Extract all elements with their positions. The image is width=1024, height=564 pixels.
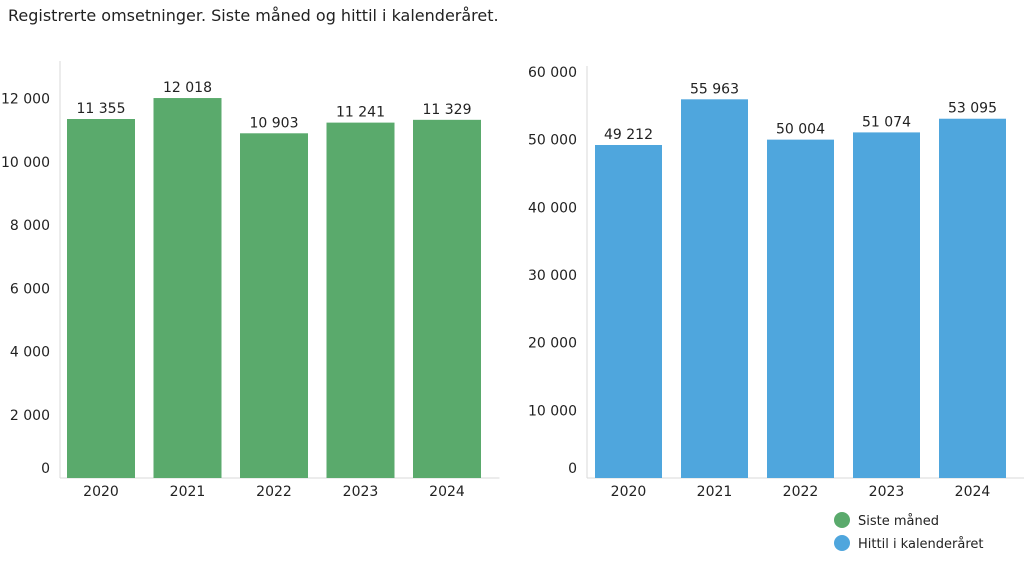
data-label: 50 004 (776, 122, 825, 138)
y-tick-label: 6 000 (10, 281, 50, 297)
x-tick-label: 2020 (83, 484, 119, 500)
bar (240, 133, 308, 478)
y-tick-label: 4 000 (10, 345, 50, 361)
data-label: 53 095 (948, 101, 997, 117)
x-tick-label: 2021 (697, 484, 733, 500)
legend-marker-icon (834, 535, 850, 551)
x-tick-label: 2020 (611, 484, 647, 500)
x-tick-label: 2023 (869, 484, 905, 500)
data-label: 12 018 (163, 80, 212, 96)
data-label: 10 903 (250, 115, 299, 131)
bar (595, 144, 662, 479)
bar (67, 119, 135, 478)
legend-label: Siste måned (858, 514, 939, 529)
legend: Siste måned Hittil i kalenderåret (834, 512, 984, 552)
legend-label: Hittil i kalenderåret (858, 537, 984, 552)
y-tick-label: 0 (41, 461, 50, 477)
y-tick-label: 2 000 (10, 408, 50, 424)
y-tick-label: 12 000 (1, 92, 50, 108)
data-label: 51 074 (862, 114, 911, 130)
y-tick-label: 10 000 (1, 155, 50, 171)
legend-marker-icon (834, 512, 850, 528)
bar (681, 99, 748, 479)
y-tick-label: 10 000 (528, 403, 577, 419)
data-label: 11 329 (423, 102, 472, 118)
y-tick-label: 40 000 (528, 200, 577, 216)
bar (413, 119, 481, 478)
bar (326, 122, 395, 479)
chart-panel-1: 0 2 000 4 000 6 000 8 000 10 000 12 000 11 355 2… (1, 61, 500, 500)
chart-panel-2: 0 10 000 20 000 30 000 40 000 50 000 60 000 49 … (528, 65, 1024, 500)
x-tick-label: 2021 (170, 484, 206, 500)
bar (153, 98, 222, 478)
bar (853, 132, 920, 478)
y-tick-label: 30 000 (528, 268, 577, 284)
data-label: 49 212 (604, 127, 653, 143)
y-tick-label: 20 000 (528, 336, 577, 352)
y-tick-label: 60 000 (528, 65, 577, 81)
data-label: 55 963 (690, 81, 739, 97)
y-tick-label: 0 (568, 461, 577, 477)
x-tick-label: 2024 (429, 484, 465, 500)
bar (767, 139, 834, 479)
x-tick-label: 2022 (256, 484, 292, 500)
y-tick-label: 50 000 (528, 133, 577, 149)
data-label: 11 241 (336, 105, 385, 121)
data-label: 11 355 (77, 101, 126, 117)
chart-title: Registrerte omsetninger. Siste måned og … (8, 6, 499, 25)
bar (939, 118, 1006, 479)
x-tick-label: 2022 (783, 484, 819, 500)
y-tick-label: 8 000 (10, 218, 50, 234)
x-tick-label: 2023 (343, 484, 379, 500)
x-tick-label: 2024 (955, 484, 991, 500)
